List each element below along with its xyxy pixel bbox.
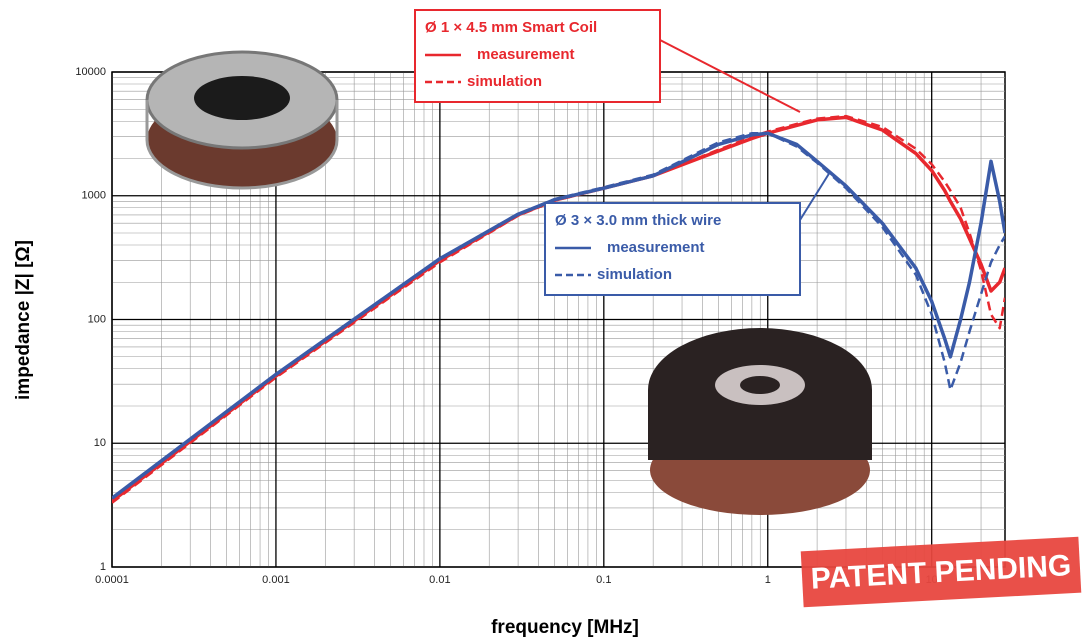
x-tick-label: 1 [765,574,771,586]
y-tick-label: 10 [94,437,106,449]
legend-label: measurement [477,46,575,63]
y-axis-label: impedance |Z| [Ω] [13,240,34,400]
y-tick-label: 1000 [82,190,106,202]
legend-title: Ø 3 × 3.0 mm thick wire [555,212,721,229]
y-tick-label: 1 [100,561,106,573]
coil-photo [147,52,337,188]
coil-photo [648,328,872,515]
x-tick-label: 0.1 [596,574,611,586]
y-tick-label: 10000 [75,66,106,78]
x-axis-label: frequency [MHz] [491,617,639,638]
x-tick-label: 0.001 [262,574,290,586]
chart: 0.00010.0010.010.1110110100100010000 Ø 1… [0,0,1085,641]
legend-label: measurement [607,239,705,256]
legend-title: Ø 1 × 4.5 mm Smart Coil [425,19,597,36]
x-tick-label: 0.0001 [95,574,129,586]
legend-label: simulation [467,73,542,90]
x-tick-label: 0.01 [429,574,450,586]
legend-label: simulation [597,266,672,283]
y-tick-label: 100 [88,313,106,325]
